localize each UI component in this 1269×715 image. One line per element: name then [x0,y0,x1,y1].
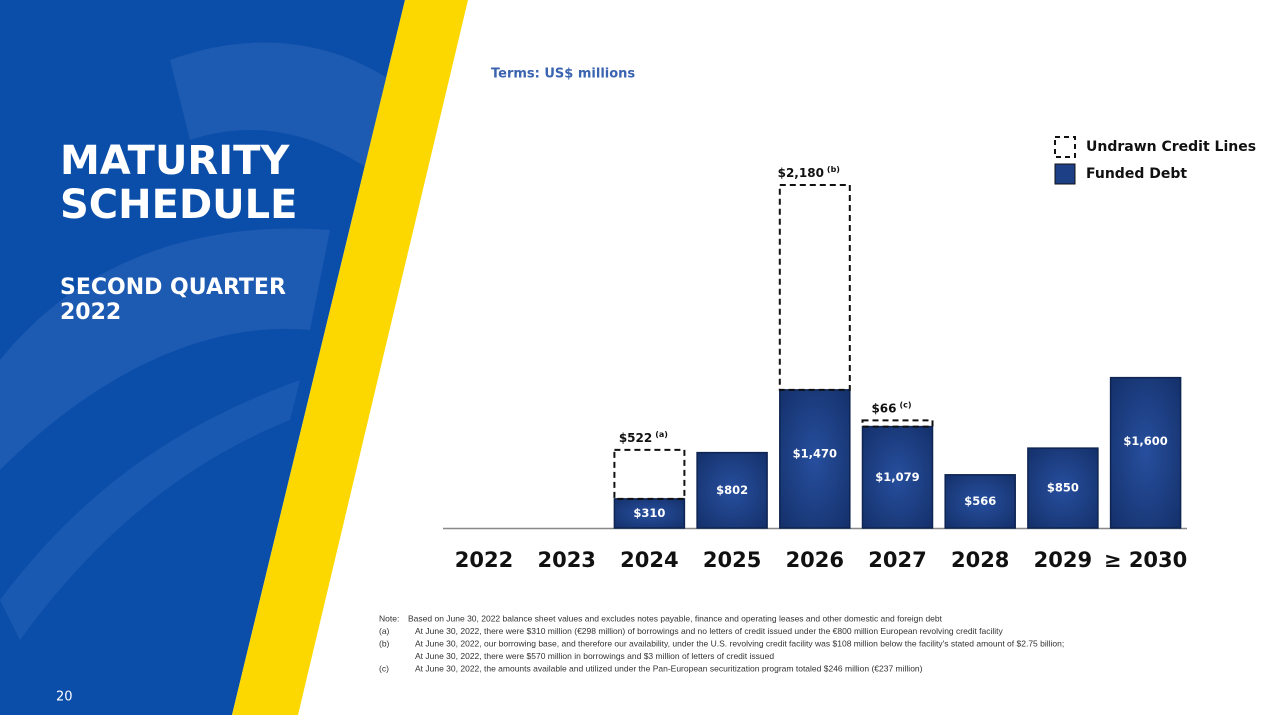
x-tick-label: 2028 [951,548,1009,572]
note-text: At June 30, 2022, the amounts available … [415,663,923,673]
undrawn-bar [778,184,851,391]
x-tick-label: ≥ 2030 [1104,548,1187,572]
value-label: $1,470 [793,446,837,460]
value-label-text: $522 [619,430,652,444]
footnote-mark: (b) [827,165,840,174]
value-label-text: $2,180 [778,166,824,180]
undrawn-bar [613,448,686,500]
value-label: $1,600 [1123,434,1167,448]
note-text: At June 30, 2022, there were $570 millio… [415,651,774,661]
funded-bar [696,451,768,529]
x-tick-label: 2029 [1034,548,1092,572]
note-text: Based on June 30, 2022 balance sheet val… [408,613,943,623]
decor [170,42,390,170]
value-label: $1,079 [875,470,919,484]
note-mark: Note: [379,613,399,623]
legend-label: Funded Debt [1086,166,1187,182]
funded-bar [944,474,1016,529]
x-tick-label: 2026 [786,548,844,572]
legend-swatch [1054,136,1076,158]
legend-swatch [1054,163,1076,185]
funded-bar [1109,376,1182,529]
x-tick-label: 2023 [537,548,595,572]
value-label: $2,180 (b) [778,165,840,180]
page-number: 20 [56,690,73,705]
value-label: $850 [1047,481,1079,495]
note-mark: (c) [379,663,389,673]
value-label: $802 [716,483,748,497]
note-mark: (b) [379,638,390,648]
note-text: At June 30, 2022, there were $310 millio… [415,626,1004,636]
x-tick-label: 2027 [868,548,926,572]
decor [0,228,330,470]
subtitle-line: 2022 [60,300,121,325]
funded-bar [779,389,851,529]
value-label: $310 [633,506,665,520]
value-label: $522 (a) [619,429,668,444]
value-label: $66 (c) [871,400,911,415]
undrawn-bar [861,419,934,428]
x-tick-label: 2024 [620,548,678,572]
decor [0,380,300,640]
funded-bar [1027,447,1099,529]
note-text: At June 30, 2022, our borrowing base, an… [415,638,1064,648]
note-mark: (a) [379,626,390,636]
title-line: SCHEDULE [60,182,297,228]
funded-bar [861,425,934,529]
x-tick-label: 2022 [455,548,513,572]
x-tick-label: 2025 [703,548,761,572]
title-line: MATURITY [60,138,290,184]
value-label: $566 [964,494,996,508]
legend-label: Undrawn Credit Lines [1086,139,1256,155]
footnote-mark: (a) [655,429,668,438]
subtitle-line: SECOND QUARTER [60,275,286,300]
value-label-text: $66 [871,401,896,415]
title-block: MATURITY SCHEDULE SECOND QUARTER 2022 [60,138,297,325]
yellow-stripe [232,0,468,715]
chart-subtitle: Terms: US$ millions [491,67,635,82]
footnote-mark: (c) [900,400,912,409]
